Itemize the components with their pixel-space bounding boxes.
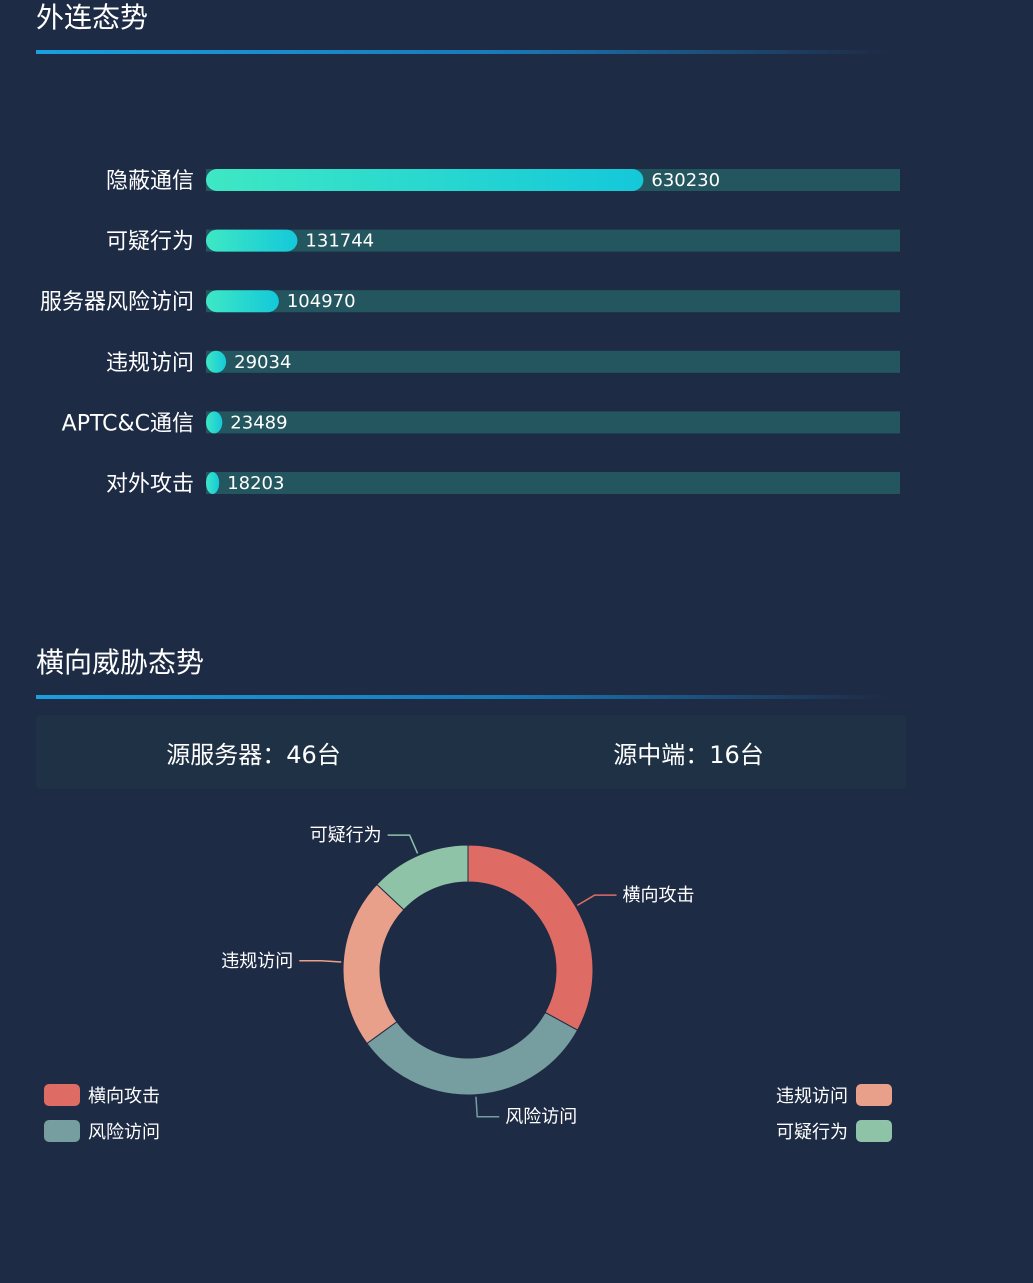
source-server-stat: 源服务器：46台 bbox=[166, 740, 341, 769]
lateral-panel: 横向威胁态势 源服务器：46台 源中端：16台 横向攻击 风险访问 违规访问 可疑行为… bbox=[36, 645, 906, 1143]
legend-swatch[interactable] bbox=[856, 1120, 892, 1142]
bar[interactable] bbox=[206, 411, 223, 434]
outbound-title: 外连态势 bbox=[36, 1, 149, 34]
value-label: 630230 bbox=[651, 170, 720, 191]
legend-swatch[interactable] bbox=[44, 1084, 80, 1106]
legend-swatch[interactable] bbox=[44, 1120, 80, 1142]
lateral-stats-box: 源服务器：46台 源中端：16台 bbox=[36, 715, 906, 789]
bar-track bbox=[206, 350, 900, 373]
category-label: 隐蔽通信 bbox=[106, 169, 194, 194]
legend-label[interactable]: 可疑行为 bbox=[776, 1122, 848, 1143]
slice-label: 横向攻击 bbox=[623, 885, 695, 906]
category-label: APTC&C通信 bbox=[62, 411, 194, 436]
slice-leader-line bbox=[299, 960, 342, 963]
outbound-title-underline bbox=[36, 50, 886, 54]
slice-leader-line bbox=[576, 894, 617, 906]
bar-track bbox=[206, 472, 900, 494]
lateral-title-underline bbox=[36, 695, 886, 699]
bar[interactable] bbox=[206, 350, 227, 373]
bar-track bbox=[206, 229, 900, 252]
slice-leader-line bbox=[475, 1096, 500, 1118]
slice-label: 风险访问 bbox=[505, 1107, 577, 1128]
slice-label: 可疑行为 bbox=[310, 825, 382, 846]
legend-label[interactable]: 横向攻击 bbox=[88, 1086, 160, 1107]
outbound-panel: 外连态势 隐蔽通信 630230 可疑行为 131744 服务器风险访问 104970 违规… bbox=[36, 0, 906, 497]
legend-label[interactable]: 风险访问 bbox=[88, 1122, 160, 1143]
donut-slice[interactable] bbox=[376, 844, 469, 911]
category-label: 可疑行为 bbox=[106, 230, 194, 255]
bar[interactable] bbox=[206, 472, 220, 494]
donut-slice[interactable] bbox=[342, 883, 405, 1045]
bar[interactable] bbox=[206, 169, 644, 191]
value-label: 104970 bbox=[287, 291, 356, 312]
category-label: 服务器风险访问 bbox=[40, 290, 194, 315]
bar-track bbox=[206, 290, 900, 313]
donut-slice[interactable] bbox=[366, 1011, 579, 1096]
legend-label[interactable]: 违规访问 bbox=[776, 1086, 848, 1107]
category-label: 违规访问 bbox=[106, 351, 194, 376]
bar[interactable] bbox=[206, 229, 298, 252]
slice-leader-line bbox=[387, 834, 419, 854]
source-terminal-stat: 源中端：16台 bbox=[613, 740, 764, 769]
bar[interactable] bbox=[206, 290, 279, 313]
bar-track bbox=[206, 411, 900, 434]
outbound-bar-chart: 隐蔽通信 630230 可疑行为 131744 服务器风险访问 104970 违规访问 290… bbox=[40, 169, 900, 497]
value-label: 29034 bbox=[234, 352, 291, 373]
category-label: 对外攻击 bbox=[106, 472, 194, 497]
slice-label: 违规访问 bbox=[221, 951, 293, 972]
lateral-title: 横向威胁态势 bbox=[36, 646, 205, 679]
legend-swatch[interactable] bbox=[856, 1084, 892, 1106]
value-label: 23489 bbox=[230, 412, 287, 433]
donut-slice[interactable] bbox=[467, 844, 594, 1031]
value-label: 18203 bbox=[227, 473, 284, 494]
value-label: 131744 bbox=[305, 231, 374, 252]
